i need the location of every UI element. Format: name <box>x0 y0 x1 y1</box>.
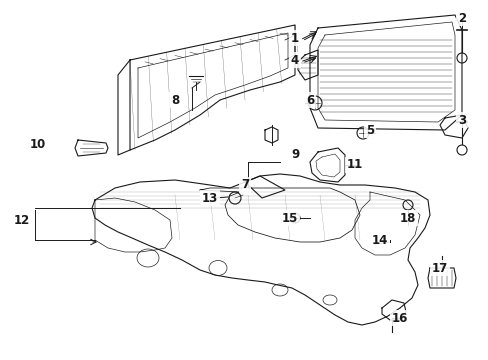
Text: 7: 7 <box>241 179 248 192</box>
Text: 15: 15 <box>281 211 298 225</box>
Text: 2: 2 <box>457 12 465 24</box>
Text: 11: 11 <box>346 158 363 171</box>
Text: 16: 16 <box>391 311 407 324</box>
Text: 17: 17 <box>431 261 447 274</box>
Text: 13: 13 <box>202 192 218 204</box>
Text: 18: 18 <box>399 211 415 225</box>
Text: 12: 12 <box>14 213 30 226</box>
Text: 3: 3 <box>457 113 465 126</box>
Text: 6: 6 <box>305 94 313 107</box>
Text: 1: 1 <box>290 31 299 45</box>
Text: 14: 14 <box>371 234 387 247</box>
Text: 5: 5 <box>365 123 373 136</box>
Text: 10: 10 <box>30 139 46 152</box>
Text: 8: 8 <box>170 94 179 107</box>
Text: 9: 9 <box>290 148 299 162</box>
Text: 4: 4 <box>290 54 299 67</box>
